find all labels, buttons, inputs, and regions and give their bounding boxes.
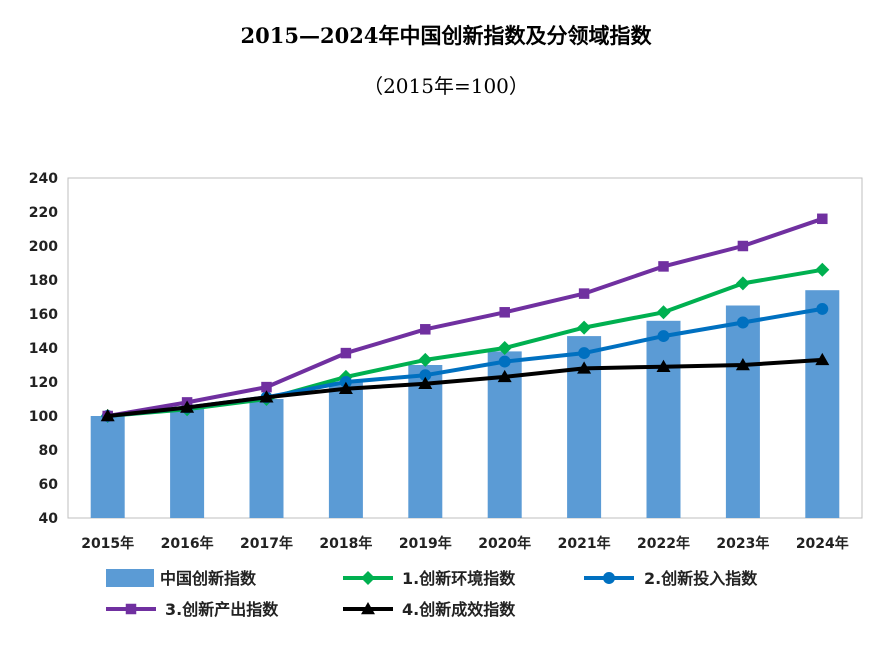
bar-innovation-index	[805, 290, 840, 518]
legend-label: 中国创新指数	[160, 569, 257, 588]
series-point-2	[578, 347, 591, 360]
series-point-3	[578, 288, 590, 299]
y-tick-label: 80	[39, 443, 59, 459]
series-point-1	[418, 352, 433, 367]
series-point-3	[658, 261, 669, 272]
series-line-2	[107, 306, 823, 418]
x-tick-label: 2022年	[637, 535, 690, 552]
series-point-3	[261, 381, 272, 393]
series-point-4	[338, 381, 353, 395]
bar-innovation-index	[170, 407, 205, 518]
series-point-4	[180, 400, 195, 413]
x-tick-label: 2023年	[716, 535, 769, 552]
series-point-4	[418, 376, 433, 389]
series-point-4	[815, 352, 830, 366]
bar-innovation-index	[90, 416, 125, 518]
bar-innovation-index	[328, 382, 363, 518]
series-point-2	[419, 369, 432, 382]
series-point-3	[499, 307, 510, 318]
legend-swatch-bar	[106, 569, 154, 587]
plot-area	[67, 177, 863, 519]
x-tick-label: 2020年	[478, 535, 531, 552]
series-point-4	[100, 409, 115, 422]
series-point-2	[736, 316, 749, 329]
series-point-2	[498, 355, 511, 368]
y-tick-label: 60	[39, 477, 59, 493]
series-point-2	[657, 330, 670, 343]
series-point-4	[497, 369, 512, 383]
legend-marker	[603, 572, 615, 584]
y-tick-label: 100	[29, 409, 58, 425]
series-point-3	[340, 347, 352, 359]
series-point-1	[735, 276, 750, 291]
y-tick-label: 120	[29, 375, 58, 391]
series-point-1	[815, 262, 830, 277]
legend-label: 1.创新环境指数	[402, 569, 516, 588]
series-point-1	[656, 305, 671, 320]
series-point-2	[816, 302, 829, 315]
legend-label: 3.创新产出指数	[165, 600, 279, 619]
legend-marker	[361, 602, 375, 615]
y-tick-label: 160	[29, 307, 58, 323]
x-tick-label: 2016年	[161, 535, 214, 552]
legend-marker	[361, 571, 375, 585]
bar-innovation-index	[725, 305, 760, 518]
y-tick-label: 40	[39, 511, 59, 527]
series-point-3	[817, 213, 828, 225]
bar-innovation-index	[408, 365, 443, 518]
series-line-3	[107, 216, 823, 418]
chart-title: 2015—2024年中国创新指数及分领域指数	[240, 23, 652, 48]
series-point-1	[577, 320, 592, 335]
bar-innovation-index	[249, 399, 284, 518]
x-tick-label: 2017年	[240, 535, 293, 552]
series-point-4	[656, 359, 671, 372]
series-point-4	[577, 361, 592, 374]
series-point-4	[735, 358, 750, 371]
legend-label: 4.创新成效指数	[402, 600, 516, 619]
x-tick-label: 2021年	[558, 535, 611, 552]
x-tick-label: 2018年	[319, 535, 372, 552]
bar-innovation-index	[646, 320, 681, 518]
series-point-1	[497, 341, 512, 355]
legend-marker	[125, 603, 137, 615]
y-tick-label: 240	[29, 171, 58, 187]
x-tick-label: 2019年	[399, 535, 452, 552]
y-tick-label: 220	[29, 205, 58, 221]
series-point-3	[420, 324, 431, 335]
y-tick-label: 140	[29, 341, 58, 357]
series-point-3	[737, 240, 749, 252]
series-line-1	[107, 267, 823, 418]
series-line-4	[107, 357, 823, 418]
y-tick-label: 200	[29, 239, 58, 255]
legend-label: 2.创新投入指数	[644, 569, 758, 588]
series-point-4	[259, 390, 274, 403]
x-tick-label: 2024年	[796, 535, 849, 552]
y-tick-label: 180	[29, 273, 58, 289]
chart-subtitle: （2015年=100）	[363, 74, 529, 98]
x-tick-label: 2015年	[81, 535, 134, 552]
